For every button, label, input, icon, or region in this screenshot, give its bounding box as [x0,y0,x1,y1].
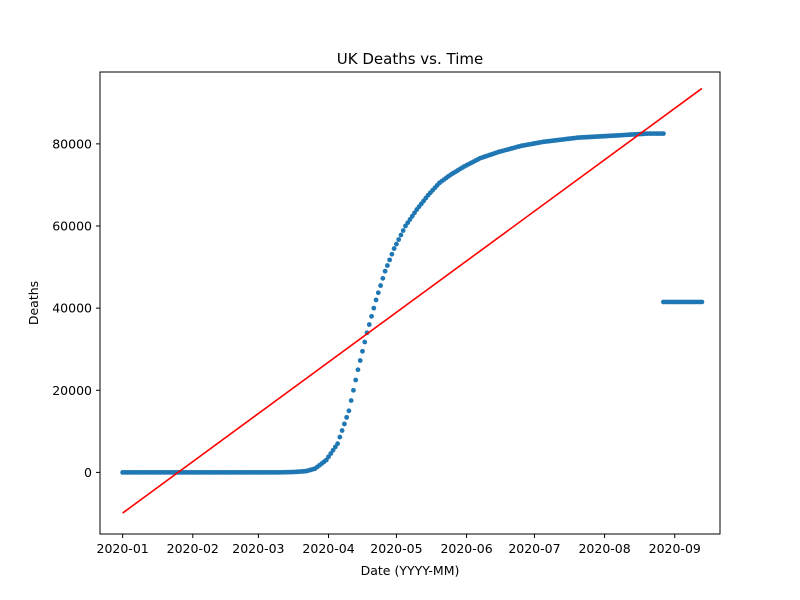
data-point [391,246,397,251]
x-tick-label: 2020-04 [302,541,354,556]
data-point [346,408,352,414]
y-axis: 0 20000 40000 60000 80000 [52,136,100,480]
trend-line [122,87,703,514]
data-point [378,283,383,288]
plot-area [120,87,705,514]
data-point [394,241,399,247]
data-point [382,268,388,274]
y-tick-label: 0 [84,465,92,480]
data-point [360,348,365,354]
data-point [351,387,356,393]
x-tick-label: 2020-08 [578,541,630,556]
data-point [362,339,368,345]
data-point [384,263,390,268]
chart-title: UK Deaths vs. Time [337,50,483,68]
data-point [699,299,705,305]
data-point [344,414,350,420]
x-tick-label: 2020-03 [232,541,284,556]
x-axis: 2020-01 2020-02 2020-03 2020-04 2020-05 2020-… [97,534,701,556]
data-point [661,131,666,137]
x-tick-label: 2020-01 [97,541,149,556]
data-point [371,305,377,311]
data-point [357,358,363,363]
y-tick-label: 60000 [52,219,92,234]
plot-frame [99,71,721,535]
data-point [355,367,361,373]
y-tick-label: 80000 [52,136,92,151]
data-point [380,275,386,281]
data-point [373,297,379,303]
scatter-series [661,299,705,305]
data-point [375,290,381,296]
data-point [398,232,404,238]
scatter-series [120,131,666,475]
data-point [400,228,406,233]
data-point [348,398,354,403]
data-point [369,313,374,319]
x-tick-label: 2020-06 [440,541,492,556]
data-point [335,441,340,447]
y-axis-label: Deaths [26,281,41,325]
x-tick-label: 2020-09 [649,541,701,556]
x-axis-label: Date (YYYY-MM) [361,563,460,578]
data-point [396,237,402,242]
x-tick-label: 2020-05 [370,541,422,556]
y-tick-label: 40000 [52,301,92,316]
data-point [339,428,345,433]
y-tick-label: 20000 [52,383,92,398]
data-point [366,322,372,327]
data-point [337,434,343,440]
data-point [387,257,393,263]
data-point [353,377,359,383]
x-tick-label: 2020-02 [167,541,219,556]
x-tick-label: 2020-07 [508,541,560,556]
data-point [341,421,347,427]
data-point [389,251,395,257]
